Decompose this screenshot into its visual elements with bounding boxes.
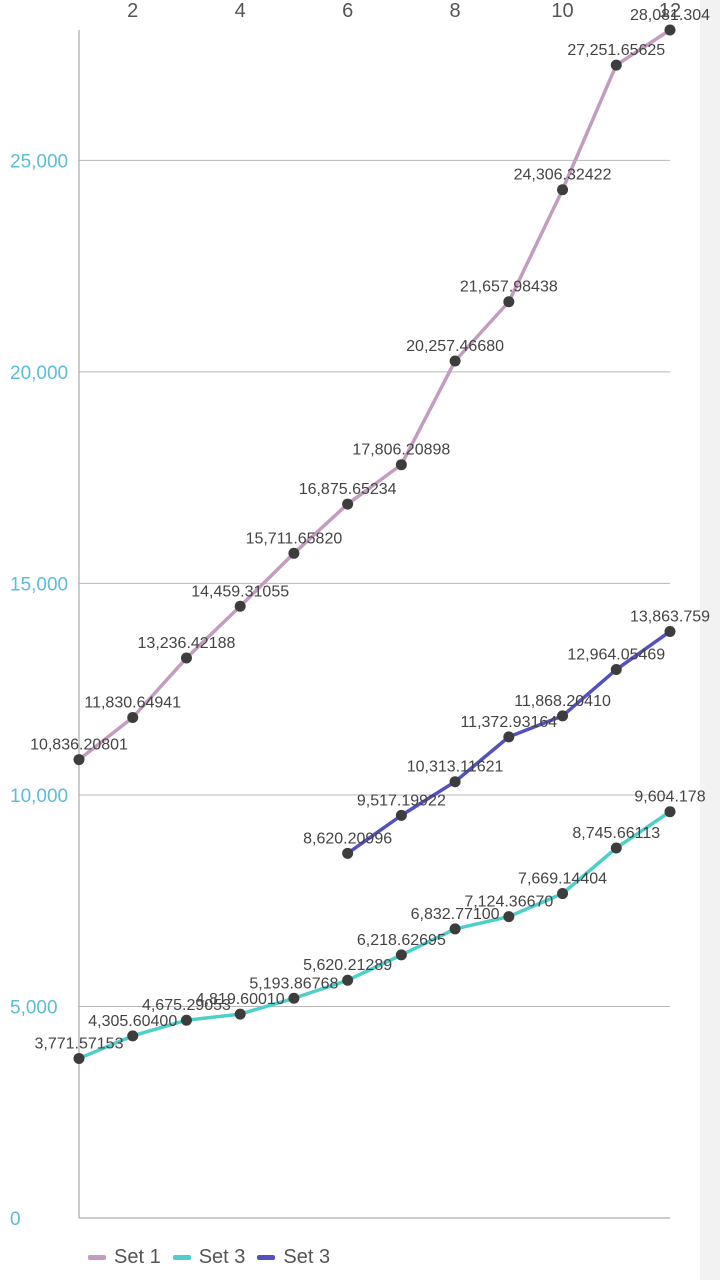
data-point [557,184,569,196]
data-label: 14,459.31055 [191,583,289,600]
legend-swatch [172,1255,191,1260]
data-point [234,1008,246,1020]
data-point [180,652,192,664]
x-tick-labels: 2 4 6 8 10 12 [127,0,681,22]
data-point [342,498,354,510]
data-label: 4,305.60400 [88,1013,177,1030]
grid-lines [79,159,670,1007]
series-line [345,629,672,856]
data-point [610,664,622,676]
data-label: 13,236.42188 [138,635,236,652]
series-line [77,28,672,762]
data-label: 11,830.64941 [84,694,181,711]
data-point [395,459,407,471]
legend-label: Set 1 [114,1246,161,1268]
data-point [449,923,461,935]
data-label: 20,257.46680 [406,338,504,355]
data-point [449,355,461,367]
scroll-edge [700,0,720,1280]
data-point [664,24,676,36]
data-label: 17,806.20898 [352,442,450,459]
data-point [342,974,354,986]
data-point [342,847,354,859]
series-lines [77,28,672,1061]
legend-label: Set 3 [198,1246,246,1268]
y-tick-labels: 0 5,000 10,000 15,000 20,000 25,000 [10,151,68,1230]
series-line [77,809,672,1061]
data-label: 21,657.98438 [460,279,558,296]
y-tick-label: 5,000 [10,997,58,1018]
x-tick-label: 6 [342,0,353,22]
y-tick-label: 15,000 [10,574,68,595]
data-point [503,911,515,923]
data-point [610,842,622,854]
data-point [557,888,569,900]
legend-item: Set 3 [257,1246,330,1269]
legend-label: Set 3 [283,1246,331,1268]
data-point [664,806,676,818]
legend-swatch [257,1255,276,1260]
legend-swatch [88,1255,106,1260]
data-point [395,949,407,961]
data-point [610,59,622,71]
data-label: 27,251.65625 [567,42,665,59]
data-point [288,547,300,559]
series-points [73,24,676,1064]
data-label: 8,745.66113 [572,825,660,842]
x-tick-label: 8 [450,0,461,22]
data-label: 6,832.77100 [411,906,500,923]
data-point [127,711,139,723]
data-label: 9,604.178 [634,789,705,806]
data-label: 4,819.60010 [196,991,285,1008]
data-label: 28,081.304 [630,7,710,24]
data-label: 13,863.759 [630,608,710,625]
data-label: 16,875.65234 [299,481,397,498]
data-label: 5,620.21289 [303,957,392,974]
x-tick-label: 10 [551,0,573,22]
legend-item: Set 3 [172,1246,246,1269]
axes [78,30,670,1219]
data-label: 10,313.11621 [407,759,504,776]
data-label: 11,372.93164 [460,714,557,731]
y-tick-label: 10,000 [10,786,68,807]
data-label: 6,218.62695 [357,932,446,949]
x-tick-label: 12 [659,0,681,22]
x-tick-label: 2 [127,0,138,22]
data-point [127,1030,139,1042]
data-point [288,992,300,1004]
data-label: 9,517.19922 [357,792,446,809]
data-point [234,600,246,612]
data-label: 12,964.05469 [567,647,665,664]
y-tick-label: 0 [10,1209,21,1230]
data-point [395,809,407,821]
y-tick-label: 20,000 [10,363,68,384]
data-point [503,731,515,743]
data-labels: 10,836.20801 11,830.64941 13,236.42188 14,4… [30,7,710,1052]
data-point [449,776,461,788]
data-label: 3,771.57153 [35,1035,124,1052]
y-tick-label: 25,000 [10,151,68,172]
data-label: 7,669.14404 [518,871,607,888]
legend: Set 1 Set 3 Set 3 [88,1246,342,1269]
data-point [180,1014,192,1026]
data-label: 7,124.36670 [464,894,553,911]
data-point [73,1052,85,1064]
x-tick-label: 4 [235,0,246,22]
data-point [73,754,85,766]
data-point [557,710,569,722]
data-label: 24,306.32422 [514,167,612,184]
data-label: 11,868.20410 [514,693,611,710]
data-label: 8,620.20996 [303,830,392,847]
data-label: 10,836.20801 [30,737,128,754]
data-label: 4,675.29053 [142,997,231,1014]
data-label: 15,711.65820 [246,530,343,547]
legend-item: Set 1 [88,1246,161,1269]
data-point [503,296,515,308]
data-point [664,625,676,637]
data-label: 5,193.86768 [249,975,338,992]
